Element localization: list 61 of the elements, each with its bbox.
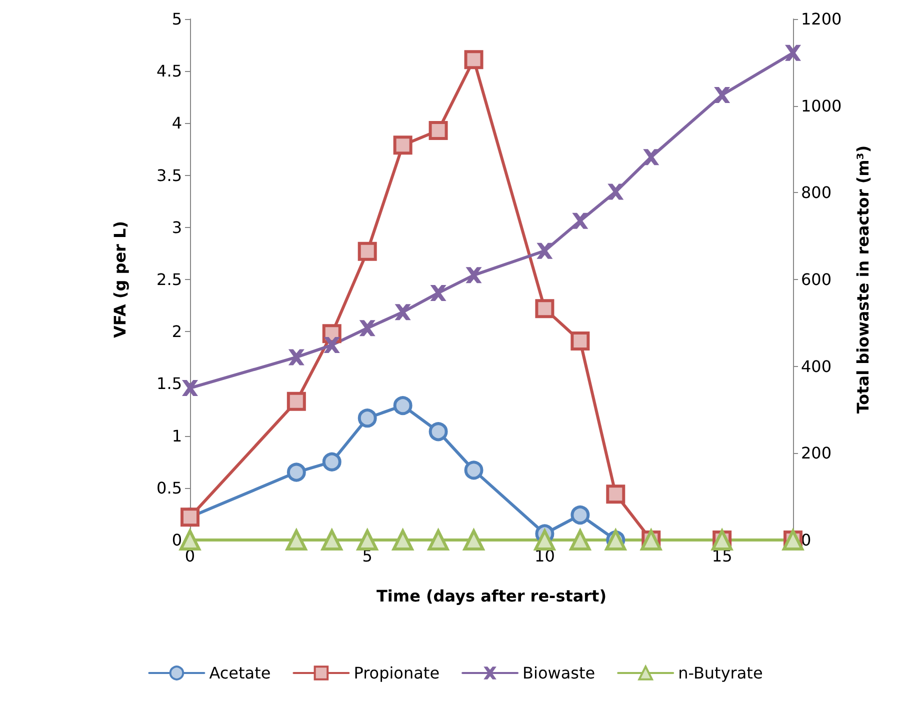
point <box>394 304 411 320</box>
point <box>643 149 660 166</box>
point <box>180 530 200 550</box>
legend-label: Acetate <box>209 664 271 682</box>
point <box>536 242 553 259</box>
point <box>358 242 377 261</box>
y-tick-label: 1 <box>172 426 182 446</box>
point <box>570 505 590 524</box>
y-axis-title: VFA (g per L) <box>110 220 130 338</box>
point <box>466 267 482 284</box>
point <box>393 396 412 416</box>
point <box>288 349 304 366</box>
point <box>322 452 342 472</box>
point <box>393 136 412 155</box>
point <box>392 530 414 550</box>
legend-label: n-Butyrate <box>678 664 763 682</box>
point <box>606 484 626 504</box>
y-tick-label: 4 <box>172 114 182 133</box>
point <box>359 320 376 336</box>
legend-label: Propionate <box>354 664 440 682</box>
point <box>534 530 556 550</box>
point <box>430 284 446 301</box>
point <box>785 44 801 61</box>
y-tick-label: 2.5 <box>156 270 182 289</box>
y-tick-label: 5 <box>172 10 182 28</box>
y2-tick-label: 1000 <box>801 96 842 116</box>
y-tick-label: 4.5 <box>156 62 182 81</box>
y2-tick-label: 400 <box>801 356 832 376</box>
y2-tick-label: 1200 <box>801 10 842 28</box>
point <box>570 331 590 350</box>
y-tick-label: 0.5 <box>156 478 182 498</box>
y-tick-label: 3.5 <box>156 166 182 185</box>
point <box>321 530 342 550</box>
x-axis-title: Time (days after re-start) <box>376 586 607 606</box>
legend-label: Biowaste <box>522 664 596 682</box>
point <box>608 184 624 200</box>
y2-axis-title: Total biowaste in reactor (m³) <box>854 145 872 414</box>
y2-tick-label: 200 <box>801 444 832 463</box>
y-tick-label: 2 <box>172 322 182 342</box>
point <box>428 422 448 442</box>
y-tick-label: 0 <box>172 530 182 550</box>
point <box>324 337 340 354</box>
point <box>286 392 306 411</box>
point <box>572 212 588 229</box>
point <box>714 86 730 103</box>
y2-tick-label: 600 <box>801 270 832 289</box>
point <box>464 50 484 70</box>
point <box>286 530 307 550</box>
point <box>356 530 378 550</box>
point <box>464 460 484 480</box>
point <box>570 530 591 550</box>
point <box>358 408 377 428</box>
point <box>286 462 306 482</box>
point <box>463 530 484 550</box>
y-tick-label: 1.5 <box>156 374 182 394</box>
point <box>428 530 449 550</box>
point <box>182 380 198 396</box>
y-tick-label: 3 <box>172 218 182 237</box>
y2-tick-label: 800 <box>801 183 832 202</box>
point <box>535 299 554 318</box>
point <box>428 120 448 140</box>
